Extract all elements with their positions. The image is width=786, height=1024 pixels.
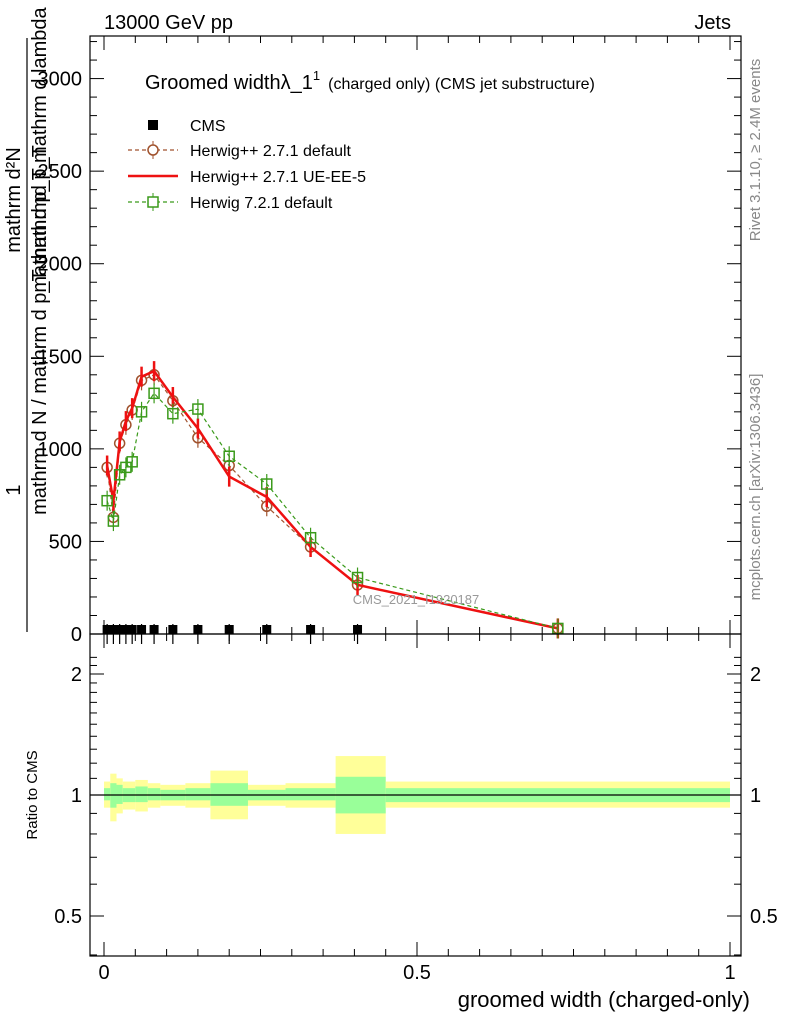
- main-plot-frame: [89, 35, 742, 635]
- plot-title: Groomed widthλ_11 (charged only) (CMS jet…: [145, 68, 595, 94]
- legend-label-1: Herwig++ 2.7.1 default: [190, 143, 352, 160]
- legend-marker-3: [147, 196, 159, 208]
- x-axis-label: groomed width (charged-only): [458, 987, 750, 1012]
- series-3-point-5: [135, 406, 148, 418]
- watermark: CMS_2021_I1920187: [353, 592, 480, 607]
- ratio-band-inner-0: [104, 788, 111, 801]
- series-3-point-7: [167, 407, 179, 420]
- series-3-point-1: [107, 515, 120, 527]
- series-3-point-0: [101, 494, 113, 507]
- series-0-point-5: [137, 625, 147, 634]
- series-3-point-6: [148, 387, 160, 400]
- ylabel-numerator-line1: mathrm d²N: [3, 147, 25, 253]
- legend-label-3: Herwig 7.2.1 default: [190, 195, 333, 212]
- main-series: [101, 361, 564, 644]
- header-right: Jets: [694, 12, 731, 34]
- ratio-ytick-label-right-2: 2: [750, 664, 761, 686]
- ratio-ytick-label-right-0: 0.5: [750, 906, 778, 928]
- rivet-label: Rivet 3.1.10, ≥ 2.4M events: [747, 59, 764, 242]
- series-0-point-6: [149, 625, 159, 634]
- main-ytick-label-2: 1000: [38, 439, 83, 461]
- ratio-band-inner-5: [147, 788, 161, 801]
- ratio-ytick-label-left-1: 1: [71, 785, 82, 807]
- series-3-point-11: [304, 531, 317, 544]
- ratio-ytick-label-right-1: 1: [750, 785, 761, 807]
- title-lambda: λ_1: [281, 72, 313, 94]
- header-left: 13000 GeV pp: [104, 12, 233, 34]
- series-3-point-9: [223, 450, 235, 463]
- series-0-point-11: [306, 625, 316, 634]
- main-ytick-label-3: 1500: [38, 346, 83, 368]
- ratio-xtick-label-0: 0: [98, 962, 109, 984]
- series-0-point-1: [108, 625, 118, 634]
- series-0-point-4: [127, 625, 137, 634]
- ylabel-numerator-line2: mathrm d p_T mathrm d lambda: [29, 6, 51, 292]
- series-0-point-3: [121, 625, 131, 634]
- ylabel-frac-one: 1: [3, 484, 25, 495]
- series-0-point-0: [102, 625, 112, 634]
- title-superscript: 1: [313, 68, 320, 83]
- series-0-point-12: [353, 625, 363, 634]
- ylabel-ratio: Ratio to CMS: [24, 750, 41, 839]
- ratio-ytick-label-left-2: 2: [71, 664, 82, 686]
- series-line-3: [106, 392, 558, 629]
- title-main: Groomed width: [145, 72, 281, 94]
- main-ytick-label-5: 2500: [38, 161, 83, 183]
- main-ytick-label-0: 0: [71, 624, 82, 646]
- ratio-band-inner-10: [285, 788, 336, 801]
- series-3-point-2: [113, 469, 126, 481]
- series-3-point-8: [192, 403, 204, 415]
- legend-marker-0: [148, 120, 158, 130]
- mcplots-label: mcplots.cern.ch [arXiv:1306.3436]: [747, 374, 764, 601]
- legend: CMS Herwig++ 2.7.1 default Herwig++ 2.7.1 …: [128, 118, 366, 212]
- main-ytick-label-4: 2000: [38, 254, 83, 276]
- ylabel-denominator: mathrm d N / mathrm d p_T mathrmd p_T: [29, 145, 51, 515]
- main-ytick-label-6: 3000: [38, 69, 83, 91]
- axis-ticks: [90, 36, 741, 956]
- series-3-point-4: [126, 456, 138, 468]
- series-3-point-10: [261, 478, 273, 490]
- series-0-point-2: [115, 625, 125, 634]
- ratio-xtick-label-1: 0.5: [403, 962, 431, 984]
- ratio-ytick-label-left-0: 0.5: [54, 906, 82, 928]
- ratio-band-inner-4: [135, 786, 148, 803]
- main-ytick-label-1: 500: [49, 531, 82, 553]
- ratio-xtick-label-2: 1: [724, 962, 735, 984]
- legend-label-2: Herwig++ 2.7.1 UE-EE-5: [190, 169, 366, 186]
- legend-label-0: CMS: [190, 118, 226, 135]
- y-axis-label-main: 1 mathrm d N / mathrm d p_T mathrmd p_T …: [3, 6, 51, 632]
- axis-tick-labels: 0 500 1000 1500 2000 2500 3000 0 0.5 1 0.5 0.5 1 1 2 2: [38, 69, 778, 984]
- legend-marker-1: [147, 144, 159, 156]
- series-line-2: [105, 369, 559, 630]
- ratio-band-inner-2: [116, 784, 123, 804]
- series-0-point-7: [168, 625, 178, 634]
- title-rest: (charged only) (CMS jet substructure): [328, 76, 595, 93]
- series-3-point-12: [351, 571, 364, 584]
- series-0-point-10: [262, 625, 272, 634]
- ratio-band-inner-7: [185, 788, 211, 801]
